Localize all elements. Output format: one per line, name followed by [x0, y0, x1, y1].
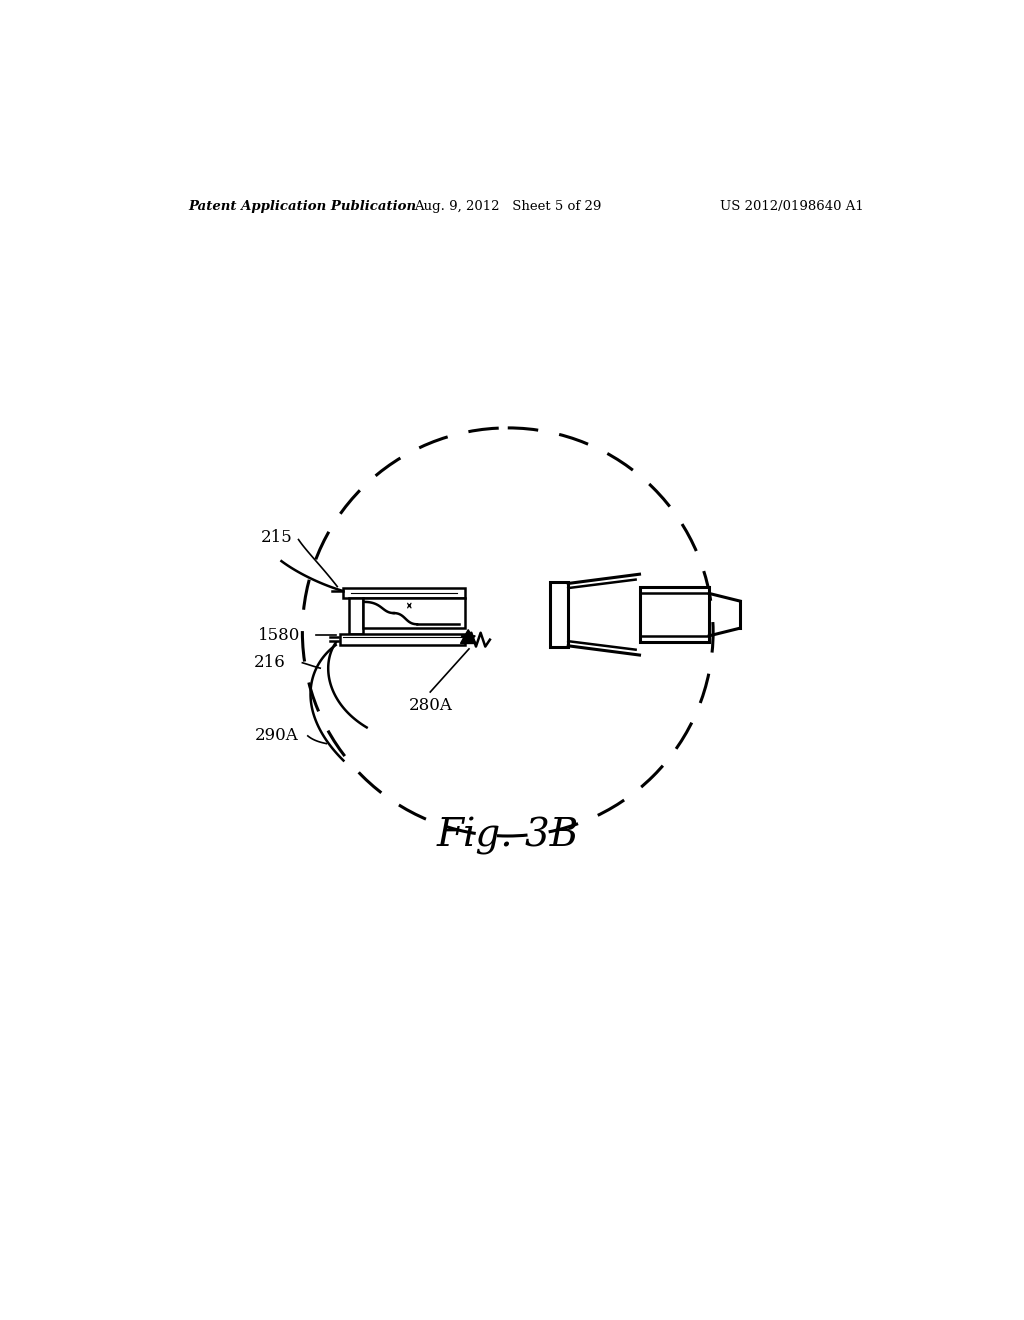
Polygon shape: [461, 630, 476, 644]
Text: 1580: 1580: [258, 627, 301, 644]
Text: 290A: 290A: [254, 727, 298, 744]
Text: 280A: 280A: [409, 697, 453, 714]
Text: Fig. 3B: Fig. 3B: [436, 817, 579, 855]
Text: US 2012/0198640 A1: US 2012/0198640 A1: [721, 199, 864, 213]
Bar: [550, 582, 568, 647]
Bar: [343, 589, 465, 598]
Bar: [349, 598, 362, 635]
Bar: [362, 598, 465, 628]
Polygon shape: [461, 636, 475, 644]
Text: Patent Application Publication: Patent Application Publication: [188, 199, 417, 213]
Bar: [640, 587, 710, 642]
Bar: [340, 635, 465, 645]
Text: Aug. 9, 2012   Sheet 5 of 29: Aug. 9, 2012 Sheet 5 of 29: [414, 199, 601, 213]
Text: 216: 216: [254, 655, 286, 672]
Text: 215: 215: [261, 529, 293, 545]
